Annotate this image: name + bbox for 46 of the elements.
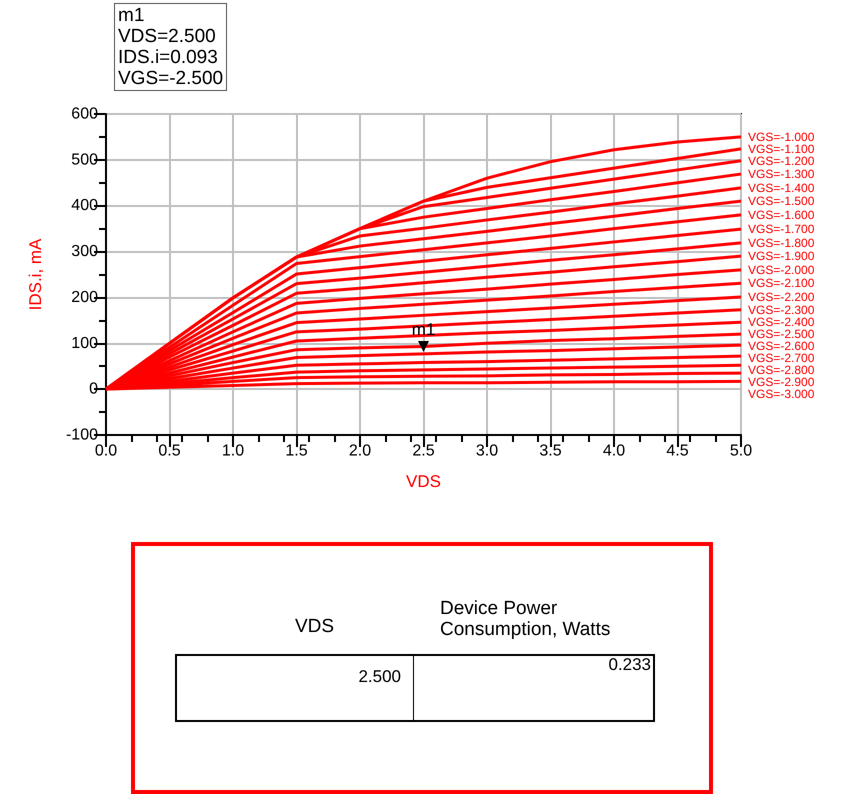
y-tick-label: -100 [66,426,98,444]
y-tick-label: 100 [71,334,98,352]
series-label: VGS=-1.100 [748,142,815,156]
x-tick-label: 1.0 [222,442,244,460]
series-label: VGS=-2.100 [748,276,815,290]
y-tick-label: 600 [71,106,98,122]
x-tick-label: 0.5 [158,442,181,460]
series-label: VGS=-2.600 [748,339,815,354]
x-axis-title: VDS [406,472,441,491]
y-tick-label: 200 [71,288,98,306]
x-tick-label: 0.0 [94,442,118,460]
series-label: VGS=-1.800 [748,236,815,250]
text: 0.233 [608,654,651,675]
x-tick-label: 3.0 [476,442,498,460]
series-label: VGS=-1.600 [748,208,815,222]
y-tick-label: 300 [71,243,98,260]
text: VDS [295,616,334,637]
y-tick-label: 400 [71,197,98,214]
series-label: VGS=-1.200 [748,154,815,168]
y-tick-label: 500 [71,151,98,168]
series-label: VGS=-2.000 [748,262,815,277]
series-label: VGS=-2.400 [748,315,815,330]
text: Device Power Consumption, Watts [440,598,610,640]
series-label: VGS=-1.500 [748,194,815,208]
x-tick-label: 1.5 [285,442,308,460]
series-label: VGS=-2.300 [748,302,815,317]
x-tick-label: 5.0 [730,442,752,460]
series-label: VGS=-2.500 [748,327,815,342]
x-tick-label: 3.5 [539,442,562,460]
text: 2.500 [358,666,401,687]
y-axis-title: IDS.i, mA [26,238,45,310]
x-tick-label: 2.0 [348,442,372,460]
series-label: VGS=-2.800 [748,363,815,378]
series-label: VGS=-3.000 [748,387,815,402]
series-label: VGS=-1.000 [748,130,815,144]
series-label: VGS=-1.700 [748,222,815,236]
series-label: VGS=-2.200 [748,290,815,304]
series-label: VGS=-1.400 [748,180,815,195]
x-tick-label: 2.5 [412,442,435,460]
text: m1 VDS=2.500 IDS.i=0.093 VGS=-2.500 [114,3,228,91]
x-tick-label: 4.5 [666,442,689,460]
series-label: VGS=-2.900 [748,375,815,390]
series-label: VGS=-1.300 [748,167,815,182]
series-label: VGS=-2.700 [748,351,815,366]
series-label: VGS=-1.900 [748,249,815,264]
x-tick-label: 4.0 [602,442,626,460]
